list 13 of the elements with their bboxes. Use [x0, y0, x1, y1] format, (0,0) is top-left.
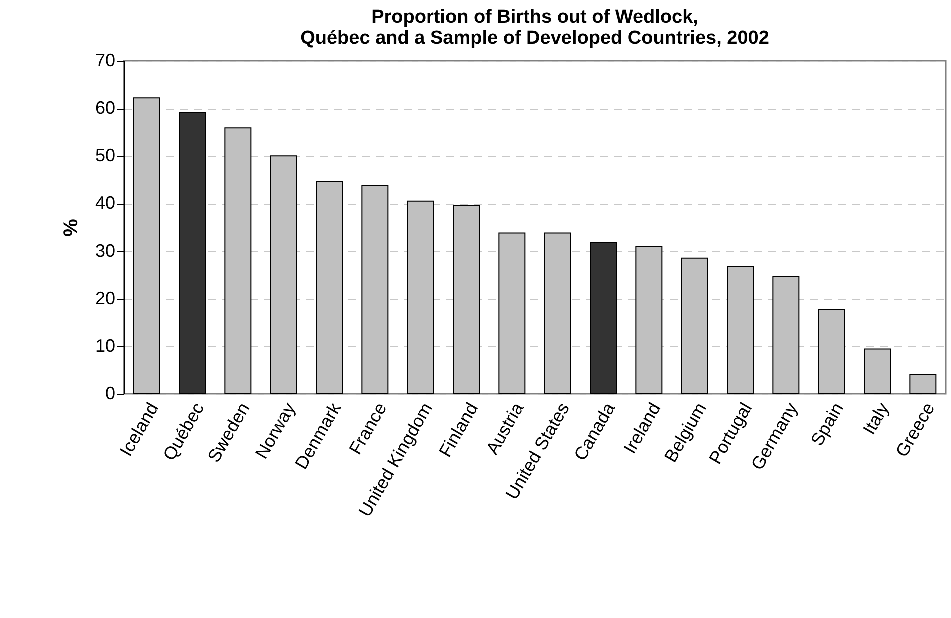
y-tick-label: 10 — [95, 336, 116, 356]
y-axis-title: % — [60, 218, 82, 237]
bar — [179, 112, 206, 394]
text: Québec and a Sample of Developed Countries, 2002 — [300, 28, 770, 49]
y-tick-label: 30 — [95, 240, 116, 261]
y-tick-label: 0 — [105, 384, 116, 404]
y-tick-label: 40 — [95, 193, 116, 214]
y-tick-label: 50 — [95, 146, 116, 166]
y-tick-label: 20 — [95, 288, 116, 308]
y-tick-label: 60 — [95, 98, 116, 118]
bar — [590, 242, 617, 394]
text: Proportion of Births out of Wedlock, — [372, 7, 698, 28]
y-tick-label: 70 — [95, 50, 116, 70]
